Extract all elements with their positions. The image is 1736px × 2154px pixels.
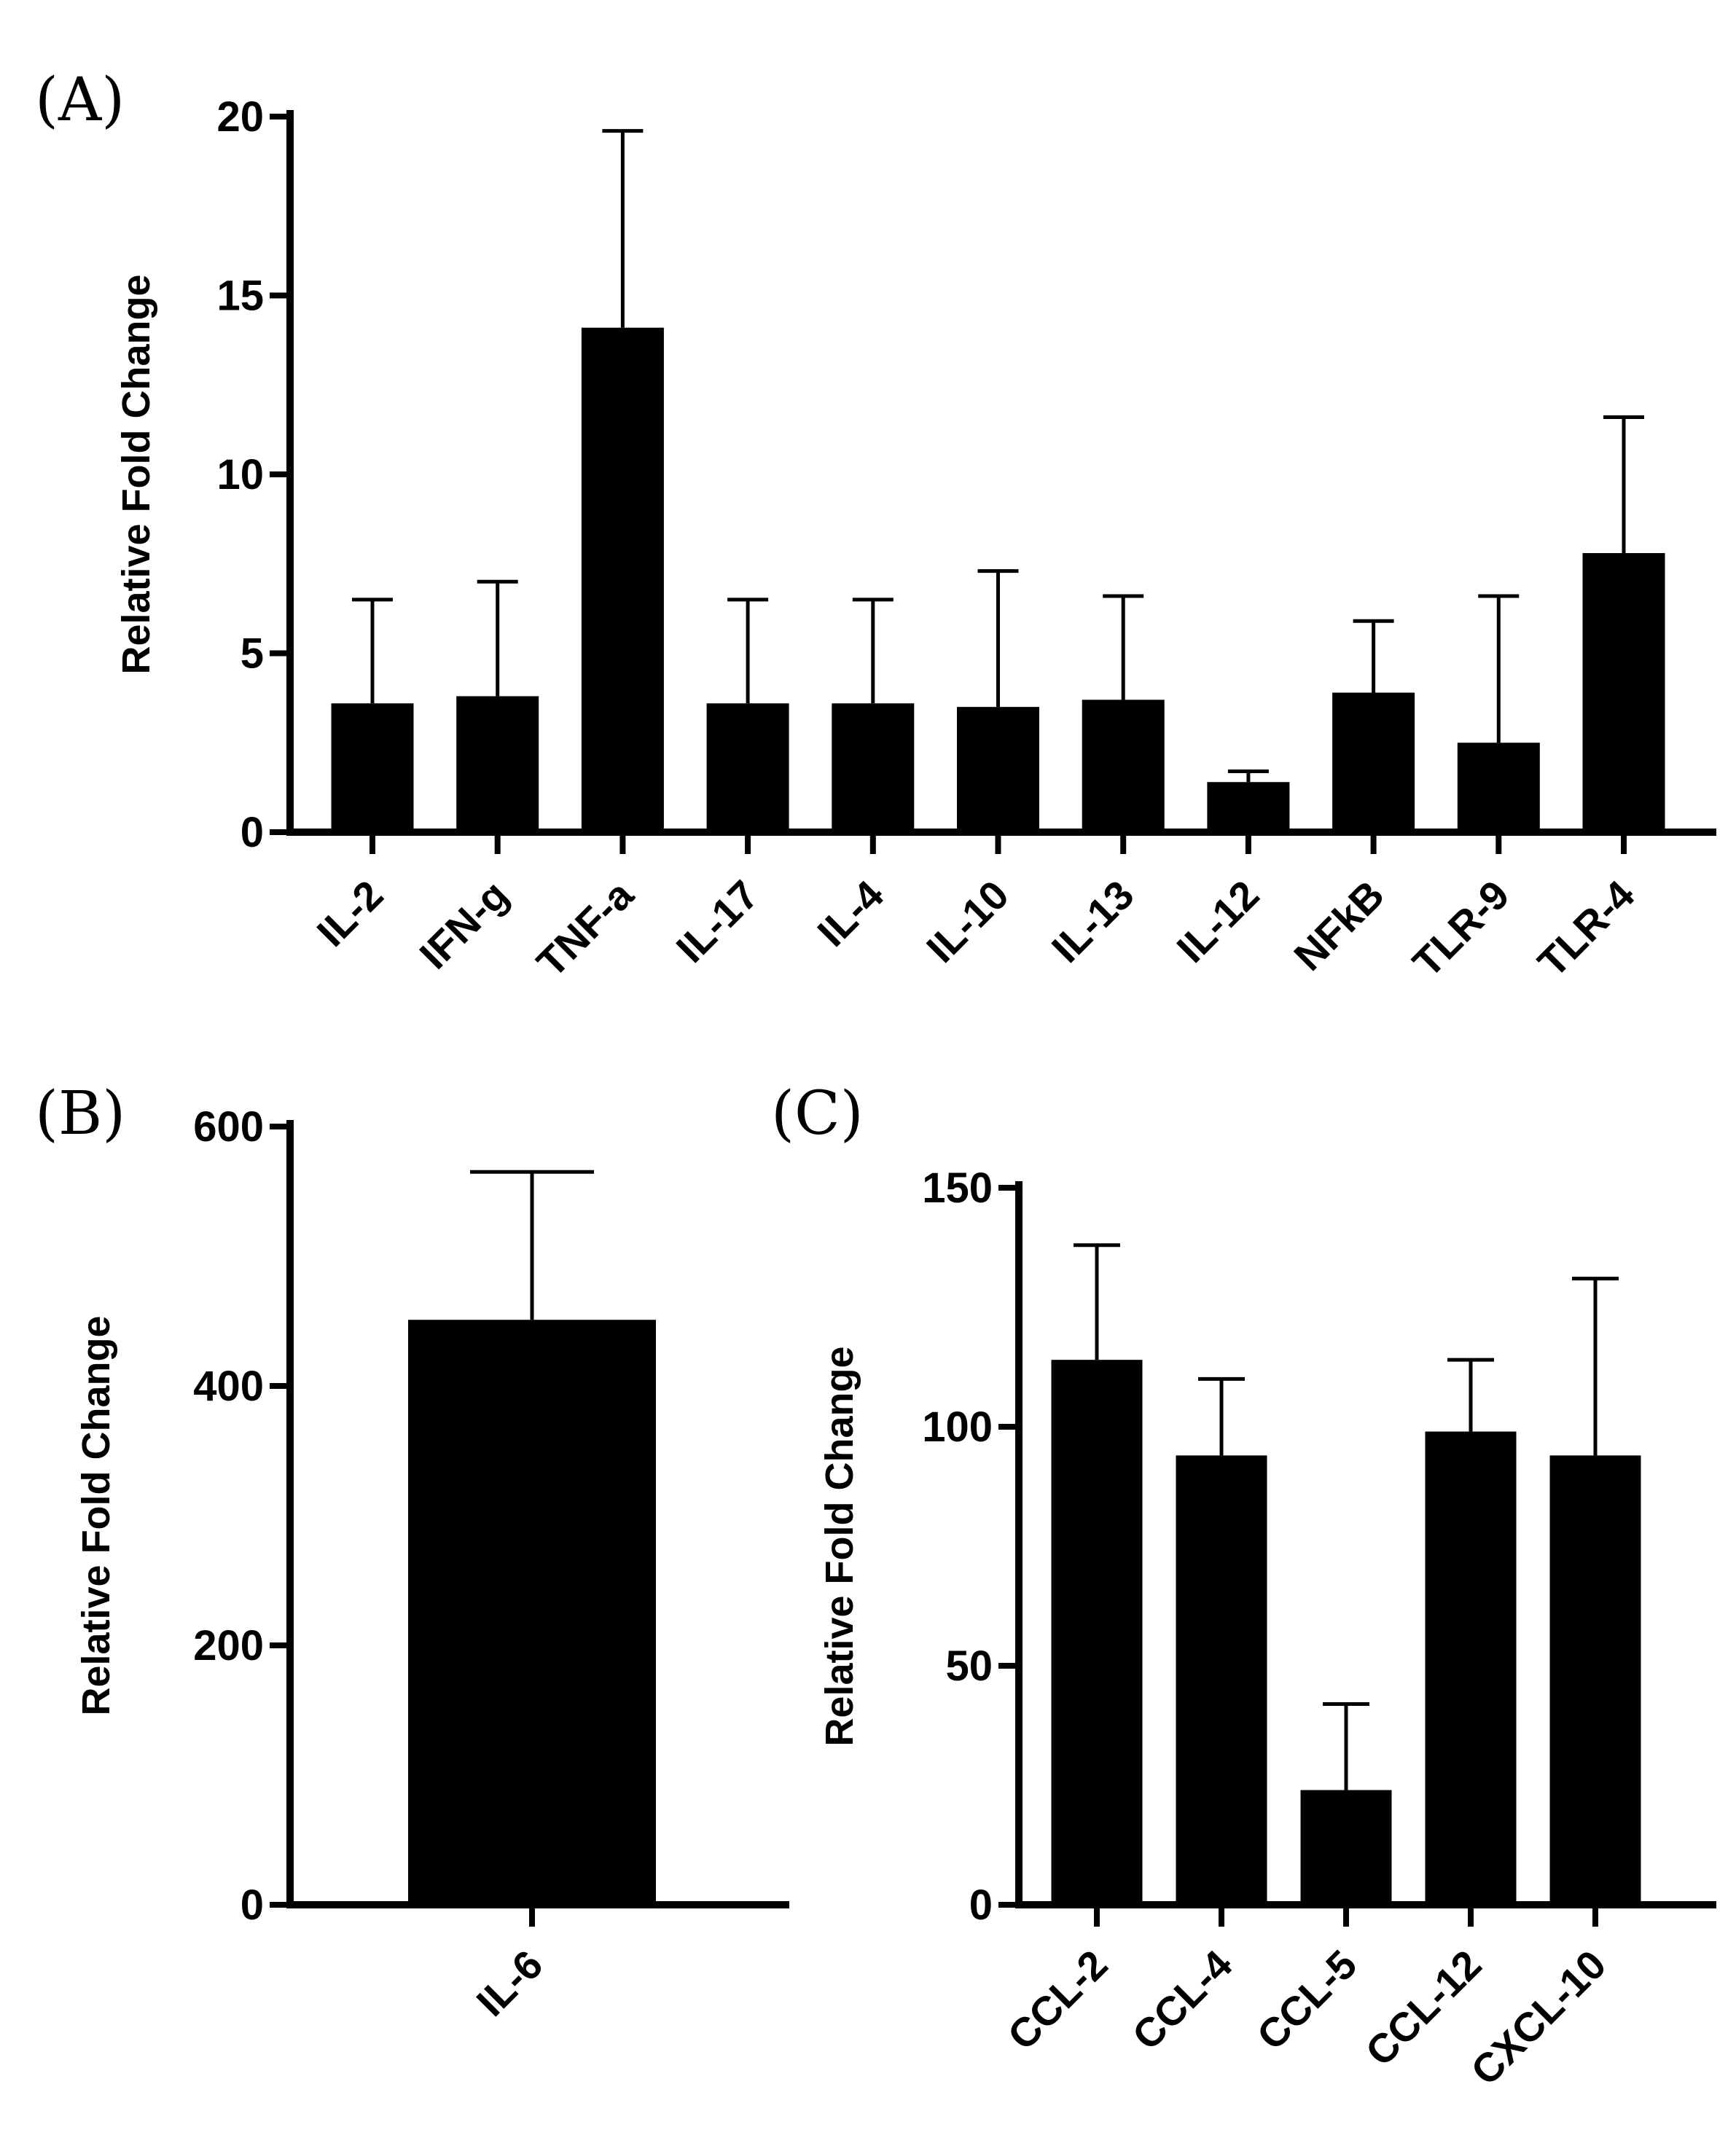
panel-a-category-label: IL-4	[808, 872, 892, 955]
panel-a-category-label: IL-13	[1043, 872, 1143, 971]
panel-c-category-label: CCL-4	[1123, 1941, 1240, 2059]
panel-a-label: (A)	[35, 66, 125, 135]
panel-a-category-label: TNF-a	[528, 871, 642, 985]
panel-c-bar	[1549, 1455, 1641, 1905]
panel-c-y-tick-label: 100	[922, 1403, 993, 1451]
panel-a-y-tick-label: 10	[216, 451, 264, 498]
panel-c-y-axis-title: Relative Fold Change	[818, 1346, 861, 1746]
panel-a-bar	[581, 327, 664, 832]
panel-b-label: (B)	[35, 1079, 125, 1148]
panel-a-bar	[957, 707, 1039, 832]
panel-c-bar	[1176, 1455, 1267, 1905]
panel-a-y-tick-label: 20	[216, 93, 264, 141]
panel-c-y-tick-label: 0	[969, 1881, 993, 1929]
panel-b-y-tick-label: 200	[193, 1622, 264, 1669]
panel-a-bar	[1332, 692, 1415, 832]
panel-c-y-tick-label: 50	[945, 1642, 993, 1690]
panel-b-y-tick-label: 0	[241, 1881, 264, 1929]
panel-c-label: (C)	[771, 1079, 864, 1148]
panel-a-category-label: IL-12	[1168, 872, 1267, 971]
panel-a-bar	[832, 703, 915, 832]
panel-a-category-label: IL-10	[918, 872, 1017, 971]
panel-b-bar	[408, 1320, 656, 1905]
panel-a-bar	[1082, 700, 1165, 832]
panel-a-bar	[456, 696, 539, 832]
panel-a-bar	[331, 703, 414, 832]
panel-a-bar	[706, 703, 789, 832]
panel-a-category-label: TLR-4	[1529, 872, 1643, 986]
panel-a-category-label: IL-17	[668, 872, 767, 971]
panel-a-category-label: IL-2	[308, 872, 392, 955]
panel-c-category-label: CXCL-10	[1462, 1941, 1615, 2094]
panel-c-y-tick-label: 150	[922, 1164, 993, 1212]
panel-c-bar	[1425, 1431, 1517, 1905]
panel-a-category-label: TLR-9	[1404, 872, 1518, 986]
panel-a-category-label: IFN-g	[410, 872, 517, 978]
panel-b-y-tick-label: 400	[193, 1363, 264, 1410]
panel-c-category-label: CCL-5	[1248, 1941, 1365, 2059]
panel-a-y-tick-label: 15	[216, 273, 264, 320]
panel-b-y-axis-title: Relative Fold Change	[74, 1315, 118, 1715]
panel-c-category-label: CCL-2	[998, 1941, 1116, 2059]
panel-a-y-axis-title: Relative Fold Change	[114, 274, 158, 674]
panel-b-chart: (B) Relative Fold Change 0 200 400 600 IL-6	[35, 1079, 789, 2025]
panel-c-bar	[1051, 1360, 1143, 1905]
panel-a-chart: (A) Relative Fold Change 0 5 10 15 20 IL-2 IFN-g…	[35, 66, 1716, 986]
panel-a-y-tick-label: 0	[241, 809, 264, 856]
panel-c-bar	[1300, 1790, 1392, 1905]
panel-b-y-tick-label: 600	[193, 1103, 264, 1151]
panel-a-bar	[1207, 782, 1290, 832]
panel-b-category-label: IL-6	[468, 1941, 552, 2025]
panel-a-category-label: NFkB	[1285, 872, 1393, 979]
panel-a-bar	[1457, 743, 1540, 832]
panel-a-y-tick-label: 5	[241, 630, 264, 678]
panel-a-bar	[1582, 553, 1665, 832]
